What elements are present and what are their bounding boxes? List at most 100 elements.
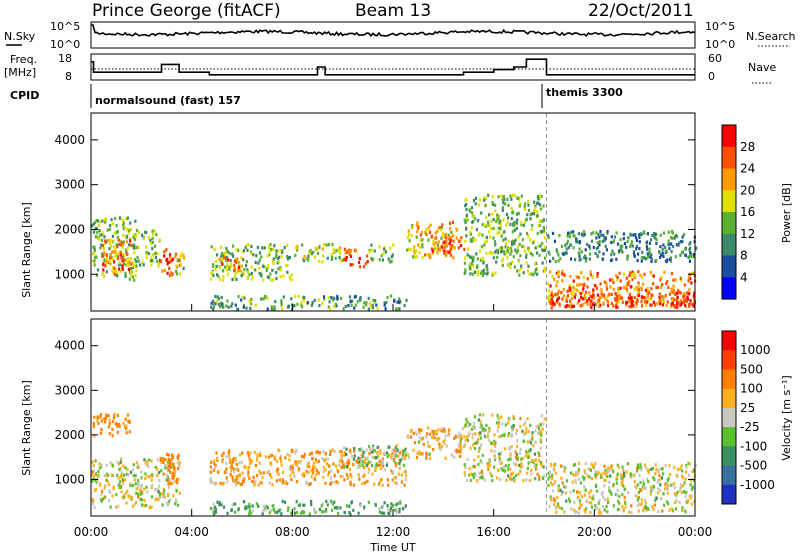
data-cell <box>234 303 237 307</box>
data-cell <box>589 299 592 303</box>
data-cell <box>689 250 692 255</box>
data-cell <box>161 269 164 273</box>
data-cell <box>225 471 228 475</box>
data-cell <box>428 432 432 436</box>
data-cell <box>501 206 505 210</box>
data-cell <box>150 263 153 267</box>
data-cell <box>495 249 498 253</box>
data-cell <box>150 483 154 487</box>
data-cell <box>177 453 180 457</box>
data-cell <box>415 255 418 259</box>
data-cell <box>496 213 499 217</box>
data-cell <box>306 464 309 468</box>
data-cell <box>168 266 171 270</box>
data-cell <box>286 305 290 309</box>
data-cell <box>478 476 481 480</box>
data-cell <box>555 510 558 514</box>
data-cell <box>619 237 622 242</box>
data-cell <box>507 432 510 436</box>
data-cell <box>469 446 472 450</box>
data-cell <box>158 470 161 475</box>
data-cell <box>338 459 341 463</box>
data-cell <box>620 482 623 486</box>
data-cell <box>92 499 95 503</box>
data-cell <box>491 212 494 216</box>
data-cell <box>233 510 237 514</box>
data-cell <box>386 478 389 482</box>
data-cell <box>653 485 656 489</box>
data-cell <box>248 509 251 513</box>
data-cell <box>645 257 648 261</box>
data-cell <box>619 279 622 283</box>
data-cell <box>534 268 538 272</box>
data-cell <box>103 251 106 255</box>
data-cell <box>150 485 153 490</box>
data-cell <box>233 268 236 273</box>
data-cell <box>626 289 629 293</box>
data-cell <box>419 233 422 237</box>
data-cell <box>375 463 378 467</box>
data-cell <box>487 467 490 471</box>
data-cell <box>603 464 606 468</box>
data-cell <box>580 295 583 299</box>
data-cell <box>511 230 514 234</box>
data-cell <box>512 255 515 259</box>
data-cell <box>110 245 113 249</box>
data-cell <box>110 218 113 222</box>
data-cell <box>244 505 247 509</box>
data-cell <box>301 305 304 309</box>
data-cell <box>225 304 228 308</box>
data-cell <box>403 470 406 474</box>
data-cell <box>116 256 120 261</box>
data-cell <box>275 271 278 275</box>
data-cell <box>664 245 667 249</box>
data-cell <box>609 278 612 282</box>
data-cell <box>135 491 138 495</box>
data-cell <box>182 253 185 257</box>
data-cell <box>506 256 509 260</box>
data-cell <box>294 246 298 250</box>
data-cell <box>136 228 139 233</box>
data-cell <box>93 248 96 252</box>
data-cell <box>262 278 265 282</box>
data-cell <box>509 246 513 250</box>
data-cell <box>238 269 241 273</box>
data-cell <box>129 237 132 241</box>
data-cell <box>520 462 523 466</box>
data-cell <box>557 502 560 506</box>
data-cell <box>630 296 633 300</box>
data-cell <box>440 444 443 448</box>
data-cell <box>130 243 133 248</box>
data-cell <box>126 227 129 231</box>
data-cell <box>519 254 522 258</box>
data-cell <box>146 474 149 479</box>
data-cell <box>655 302 658 306</box>
data-cell <box>379 451 382 455</box>
data-cell <box>688 259 691 263</box>
data-cell <box>116 274 119 278</box>
data-cell <box>491 479 494 483</box>
data-cell <box>679 488 682 492</box>
data-cell <box>557 259 560 263</box>
data-cell <box>511 242 514 246</box>
data-cell <box>689 277 692 281</box>
data-cell <box>670 250 673 254</box>
data-cell <box>612 504 615 508</box>
data-cell <box>632 272 635 276</box>
data-cell <box>92 421 95 425</box>
data-cell <box>116 473 119 477</box>
data-cell <box>674 278 677 282</box>
data-cell <box>466 457 469 461</box>
data-cell <box>578 506 581 510</box>
data-cell <box>505 212 509 216</box>
data-cell <box>471 215 474 219</box>
data-cell <box>441 429 444 433</box>
data-cell <box>107 499 111 503</box>
data-cell <box>484 240 487 244</box>
data-cell <box>401 456 404 460</box>
data-cell <box>510 197 513 201</box>
data-cell <box>335 480 338 484</box>
data-cell <box>560 290 563 295</box>
data-cell <box>236 476 239 480</box>
data-cell <box>155 233 158 237</box>
